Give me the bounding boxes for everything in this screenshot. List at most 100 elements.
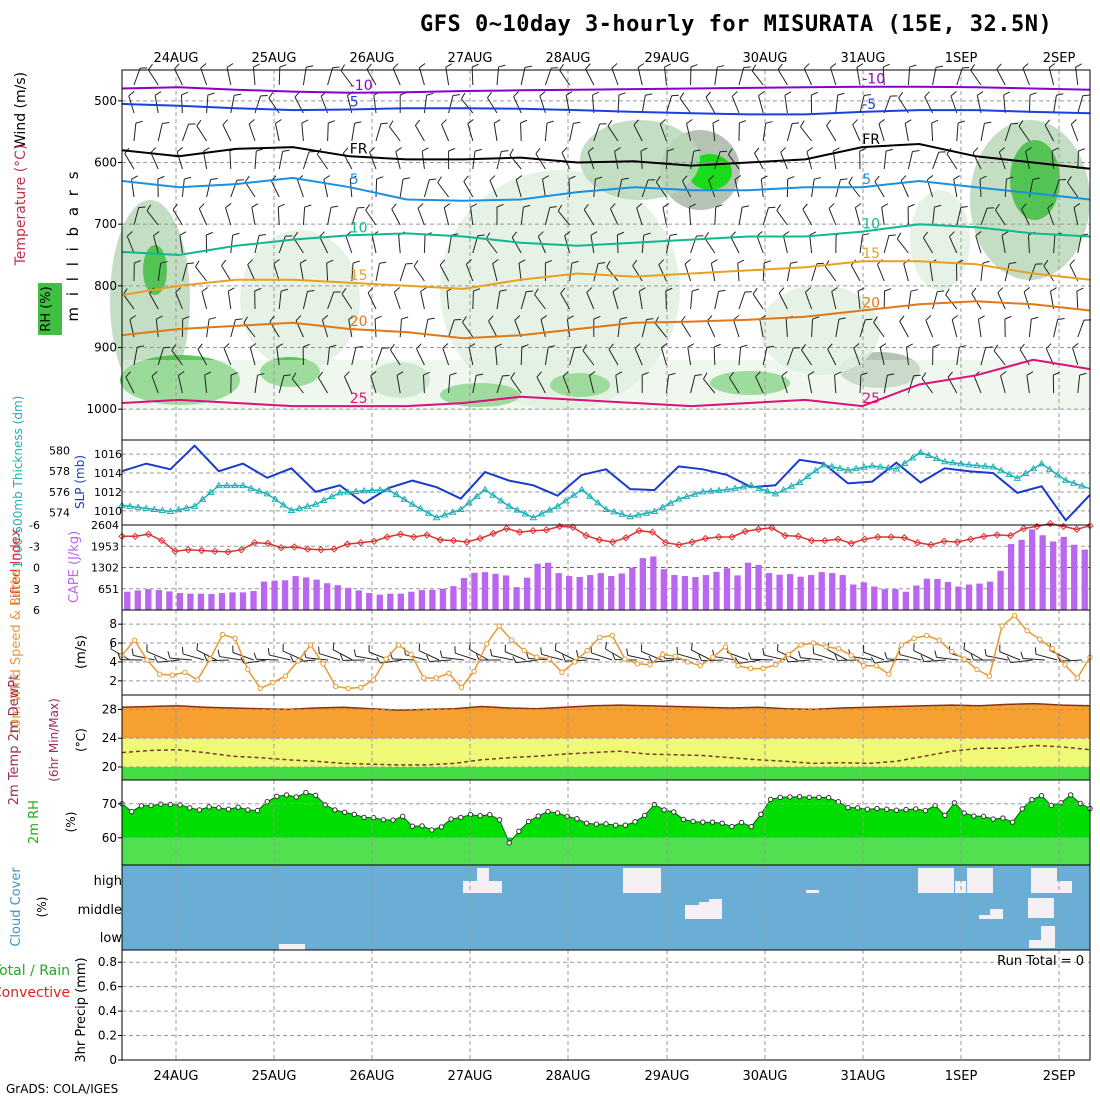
- upper-wind-barb: [857, 291, 861, 310]
- upper-wind-barb: [493, 123, 498, 142]
- wind-speed-marker: [546, 656, 553, 662]
- rh-marker: [458, 814, 464, 821]
- wind-speed-marker: [471, 668, 477, 675]
- upper-wind-barb: [899, 321, 909, 338]
- rh-marker: [642, 812, 648, 819]
- upper-wind-barb-flag: [934, 204, 942, 208]
- rh-lower-band: [122, 360, 1090, 410]
- upper-wind-barb-flag: [258, 233, 267, 236]
- upper-wind-barb-flag: [181, 91, 189, 96]
- upper-wind-barb: [582, 350, 595, 366]
- temp-axis-label: 2m Temp 2m DewPt: [7, 675, 22, 806]
- pressure-tick: 800: [94, 279, 117, 293]
- thickness-marker: [932, 454, 941, 462]
- upper-wind-barb-flag: [898, 91, 904, 99]
- upper-wind-barb: [973, 376, 982, 394]
- upper-wind-barb: [728, 154, 740, 170]
- upper-wind-barb-flag: [171, 344, 177, 351]
- upper-wind-barb: [634, 348, 643, 366]
- thickness-marker: [142, 504, 151, 511]
- upper-wind-barb-flag: [253, 63, 260, 68]
- surface-wind-barb-flag: [353, 649, 357, 657]
- upper-wind-barb-flag: [668, 372, 676, 376]
- upper-wind-barb: [278, 291, 282, 310]
- li-marker: [529, 526, 537, 535]
- upper-wind-barb: [302, 151, 310, 170]
- upper-wind-barb: [422, 374, 425, 394]
- rh-marker: [187, 805, 193, 811]
- precip-tick: 0.8: [98, 955, 117, 969]
- upper-wind-barb-flag: [640, 147, 648, 152]
- upper-wind-barb: [1053, 179, 1060, 198]
- upper-wind-barb: [687, 347, 692, 366]
- upper-wind-barb-flag: [860, 372, 868, 376]
- upper-wind-barb-flag: [1073, 203, 1081, 208]
- date-label-bottom: 29AUG: [644, 1069, 689, 1084]
- upper-wind-barb: [713, 346, 716, 366]
- upper-wind-barb-flag: [905, 119, 912, 124]
- upper-wind-barb-flag: [884, 288, 892, 292]
- slp-axis-label: SLP (mb): [73, 455, 87, 509]
- wind-speed-marker: [395, 642, 402, 648]
- li-marker: [860, 535, 869, 543]
- rh-marker: [1067, 792, 1074, 798]
- wind-axis-label: 10m Wind Speed & Barbs: [9, 569, 24, 736]
- upper-wind-barb-flag: [608, 343, 614, 350]
- upper-wind-barb: [977, 319, 982, 338]
- wind-speed-marker: [219, 631, 226, 638]
- thickness-marker: [255, 487, 264, 494]
- upper-wind-barb-flag: [862, 233, 870, 236]
- isotherm-label: 20: [862, 296, 880, 312]
- wind-speed-marker: [974, 666, 980, 673]
- rh-marker: [671, 809, 677, 815]
- li-marker: [211, 547, 219, 555]
- upper-wind-barb: [607, 125, 619, 142]
- upper-wind-barb-flag: [545, 259, 553, 264]
- upper-wind-barb: [834, 375, 837, 394]
- upper-wind-barb-flag: [388, 120, 394, 127]
- thickness-marker: [1045, 465, 1054, 472]
- upper-wind-barb-flag: [442, 343, 449, 349]
- thickness-marker: [1069, 479, 1078, 486]
- upper-wind-barb: [684, 263, 692, 282]
- surface-wind-barb-flag: [253, 652, 257, 660]
- upper-wind-barb: [949, 236, 958, 254]
- rh-marker: [874, 805, 880, 812]
- thickness-marker: [432, 513, 441, 521]
- upper-wind-barb-flag: [999, 147, 1006, 153]
- upper-wind-barb-flag: [176, 147, 183, 153]
- pressure-axis-label: m i l l i b a r s: [64, 168, 82, 321]
- upper-wind-barb-flag: [319, 231, 325, 238]
- surface-wind-barb: [813, 653, 835, 661]
- surface-wind-barb-flag: [604, 642, 608, 650]
- upper-wind-barb-flag: [957, 120, 965, 124]
- upper-wind-barb-flag: [1023, 287, 1030, 293]
- thickness-marker: [150, 505, 159, 512]
- upper-wind-barb: [542, 179, 546, 198]
- upper-wind-barb-flag: [645, 93, 653, 96]
- isotherm-6: [121, 300, 1091, 340]
- cloud-axis-label: Cloud Cover: [9, 867, 24, 947]
- upper-wind-barb-flag: [971, 287, 977, 294]
- wind-speed-marker: [697, 663, 703, 669]
- upper-wind-barb-flag: [887, 373, 895, 376]
- upper-wind-barb: [227, 291, 232, 310]
- cape-bar: [313, 579, 320, 610]
- upper-wind-barb: [665, 150, 668, 170]
- precip-tick: 0.6: [98, 980, 117, 994]
- upper-wind-barb-flag: [801, 344, 806, 351]
- upper-wind-barb: [181, 123, 190, 142]
- upper-wind-barb-flag: [781, 371, 788, 377]
- upper-wind-barb-flag: [931, 119, 939, 124]
- cape-bar: [187, 593, 194, 610]
- upper-wind-barb-flag: [196, 119, 202, 127]
- cape-bar: [671, 575, 678, 610]
- upper-wind-barb-flag: [606, 260, 611, 268]
- li-marker: [768, 524, 776, 532]
- upper-wind-barb-flag: [1018, 120, 1024, 127]
- upper-wind-barb: [562, 376, 571, 394]
- li-marker: [396, 530, 405, 538]
- surface-wind-barb-flag: [984, 648, 987, 656]
- upper-wind-barb: [1043, 265, 1055, 282]
- cape-bar: [302, 577, 310, 610]
